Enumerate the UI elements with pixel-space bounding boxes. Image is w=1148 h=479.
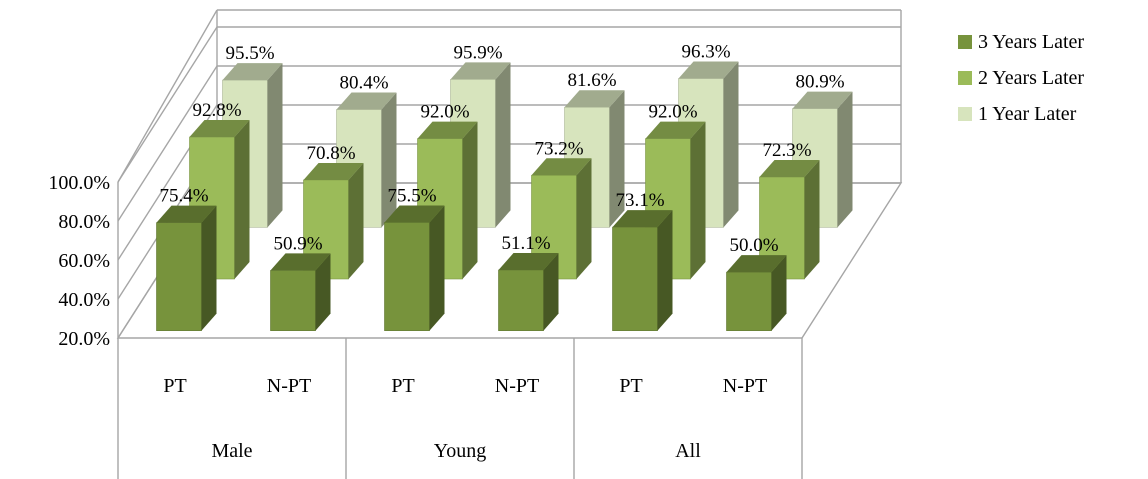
bar-top (726, 255, 787, 273)
bar-front (156, 222, 202, 331)
subcategory-label: N-PT (495, 375, 539, 397)
legend-label-3-years: 3 Years Later (978, 30, 1085, 53)
bar (156, 205, 217, 331)
bar-top (612, 210, 673, 228)
y-tick-label: 100.0% (48, 172, 110, 194)
bar-side (576, 158, 592, 279)
data-label: 80.4% (339, 73, 388, 94)
data-label: 50.0% (729, 235, 778, 256)
gridline-left (117, 26, 218, 183)
group-label: All (675, 440, 701, 462)
data-label: 51.1% (501, 233, 550, 254)
data-label: 72.3% (762, 140, 811, 161)
group-label: Young (434, 440, 486, 462)
legend-swatch-1-year (958, 107, 972, 121)
bar-top (450, 62, 511, 80)
bar-top (759, 160, 820, 178)
bar-side (543, 253, 559, 331)
bar-top (498, 253, 559, 271)
bar-top (270, 253, 331, 271)
bar-side (348, 162, 364, 279)
legend: 3 Years Later 2 Years Later 1 Year Later (958, 24, 1084, 132)
data-label: 95.5% (225, 43, 274, 64)
gridline-left-top (117, 9, 218, 183)
data-label: 75.4% (159, 186, 208, 207)
bar-side (381, 92, 397, 228)
bar-side (462, 121, 478, 279)
bar-top (189, 120, 250, 138)
bar-side (234, 120, 250, 279)
bar-top (303, 162, 364, 180)
data-label: 73.1% (615, 190, 664, 211)
y-tick-label: 20.0% (58, 328, 110, 350)
bar-side (804, 160, 820, 279)
bar-side (609, 90, 625, 228)
data-label: 50.9% (273, 233, 322, 254)
bar-front (498, 269, 544, 331)
bar-top (564, 90, 625, 108)
category-axis: PT N-PT PT N-PT PT N-PT Male Young All (117, 338, 803, 479)
bar (498, 253, 559, 331)
bar-side (267, 63, 283, 228)
bars: 95.5% 80.4% 95.9% 81.6% 96.3% 80.9% 92.8% 70.8%… (156, 42, 853, 331)
data-label: 73.2% (534, 138, 583, 159)
bar-front (384, 222, 430, 331)
bar (531, 158, 592, 280)
gridline-left (117, 65, 218, 222)
bar-top (156, 205, 217, 223)
bar-side (837, 91, 853, 228)
legend-swatch-2-years (958, 71, 972, 85)
legend-item-3-years: 3 Years Later (958, 24, 1084, 60)
bar (726, 255, 787, 331)
bar (384, 205, 445, 331)
subcategory-label: PT (163, 375, 186, 397)
y-axis-ticks: 100.0% 80.0% 60.0% 40.0% 20.0% (48, 172, 110, 350)
bar-top (336, 92, 397, 110)
data-label: 96.3% (681, 42, 730, 63)
y-tick-label: 80.0% (58, 211, 110, 233)
subcategory-label: PT (619, 375, 642, 397)
subcategory-label: N-PT (267, 375, 311, 397)
y-tick-label: 60.0% (58, 250, 110, 272)
data-label: 80.9% (795, 72, 844, 93)
y-tick-label: 40.0% (58, 289, 110, 311)
bar-top (645, 121, 706, 139)
bar-front (270, 270, 316, 331)
data-label: 95.9% (453, 42, 502, 63)
data-label: 92.8% (192, 100, 241, 121)
bar-side (690, 121, 706, 279)
legend-item-2-years: 2 Years Later (958, 60, 1084, 96)
bar (270, 253, 331, 331)
subcategory-label: N-PT (723, 375, 767, 397)
data-label: 75.5% (387, 185, 436, 206)
data-label: 92.0% (648, 102, 697, 123)
legend-label-2-years: 2 Years Later (978, 66, 1085, 89)
bar-side (771, 255, 787, 331)
bar-top (792, 91, 853, 109)
bar-top (531, 158, 592, 176)
data-label: 92.0% (420, 102, 469, 123)
bar-top (678, 61, 739, 79)
bar-side (657, 210, 673, 331)
bar-top (222, 63, 283, 81)
bar-front (726, 271, 772, 331)
group-label: Male (211, 440, 252, 462)
bar-side (429, 205, 445, 331)
legend-swatch-3-years (958, 35, 972, 49)
data-label: 81.6% (567, 70, 616, 91)
bar-side (315, 253, 331, 331)
bar (612, 210, 673, 331)
bar-side (495, 62, 511, 228)
data-label: 70.8% (306, 143, 355, 164)
bar-side (723, 61, 739, 228)
bar-top (384, 205, 445, 223)
bar-front (612, 226, 658, 331)
bar-top (417, 121, 478, 139)
legend-label-1-year: 1 Year Later (978, 102, 1077, 125)
subcategory-label: PT (391, 375, 414, 397)
legend-item-1-year: 1 Year Later (958, 96, 1084, 132)
bar-side (201, 205, 217, 331)
